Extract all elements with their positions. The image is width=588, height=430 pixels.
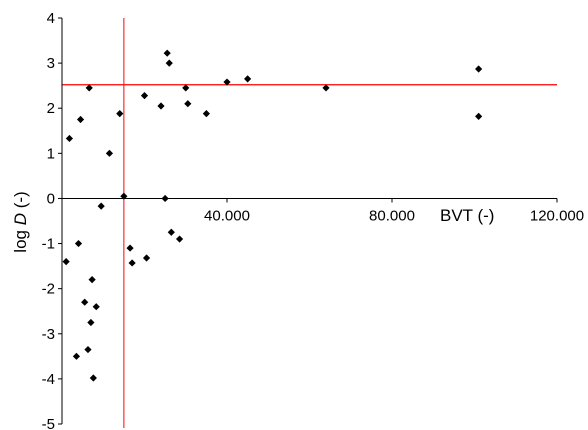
y-tick-label: -5 <box>42 416 55 430</box>
y-axis-title-variable: D <box>11 213 30 225</box>
data-point <box>65 134 74 143</box>
y-tick-label: -1 <box>42 236 55 253</box>
y-tick-label: 3 <box>47 55 55 72</box>
data-point <box>475 112 483 120</box>
data-point <box>223 78 231 86</box>
data-point <box>202 110 210 118</box>
data-point <box>128 259 136 267</box>
y-tick-label: -3 <box>42 326 55 343</box>
data-point <box>182 84 190 92</box>
data-point <box>76 115 85 124</box>
x-tick-label: 40.000 <box>204 207 250 224</box>
y-axis-title: log D (-) <box>11 191 30 252</box>
data-point <box>88 276 96 284</box>
data-point <box>92 303 100 311</box>
data-point <box>157 102 165 110</box>
data-point <box>87 318 95 327</box>
reference-lines <box>62 18 557 428</box>
y-tick-label: 1 <box>47 145 55 162</box>
data-point <box>175 235 184 243</box>
data-point <box>85 84 93 92</box>
data-point <box>97 202 105 210</box>
x-tick-label: 120.000 <box>530 207 584 224</box>
data-points <box>62 49 483 382</box>
data-point <box>244 75 252 83</box>
data-point <box>89 374 97 382</box>
data-point <box>72 352 81 360</box>
data-point <box>116 110 124 118</box>
y-tick-label: -4 <box>42 371 55 388</box>
data-point <box>81 298 89 306</box>
y-axis-ticks: -5 -4 -3 -2 -1 0 1 2 3 4 <box>42 10 62 430</box>
y-tick-label: 4 <box>47 10 55 27</box>
data-point <box>161 194 169 203</box>
data-point <box>62 258 70 266</box>
y-tick-label: -2 <box>42 281 55 298</box>
data-point <box>165 59 173 67</box>
data-point <box>184 100 192 108</box>
data-point <box>74 239 83 248</box>
data-point <box>475 65 483 73</box>
data-point <box>167 228 175 236</box>
y-tick-label: 0 <box>47 190 55 207</box>
data-point <box>84 345 92 354</box>
y-tick-label: 2 <box>47 100 55 117</box>
data-point <box>163 49 171 57</box>
data-point <box>105 149 114 157</box>
x-axis-title: BVT (-) <box>440 206 494 225</box>
y-axis-title-suffix: (-) <box>11 191 30 213</box>
x-tick-label: 80.000 <box>369 207 415 224</box>
data-point <box>120 192 128 200</box>
y-axis-title-prefix: log <box>11 225 30 252</box>
axes: -5 -4 -3 -2 -1 0 1 2 3 4 40.000 80.000 120.000 <box>42 10 584 430</box>
data-point <box>126 244 134 252</box>
data-point <box>322 84 330 92</box>
data-point <box>142 254 151 262</box>
data-point <box>140 91 149 100</box>
x-axis-ticks: 40.000 80.000 120.000 <box>204 198 584 224</box>
